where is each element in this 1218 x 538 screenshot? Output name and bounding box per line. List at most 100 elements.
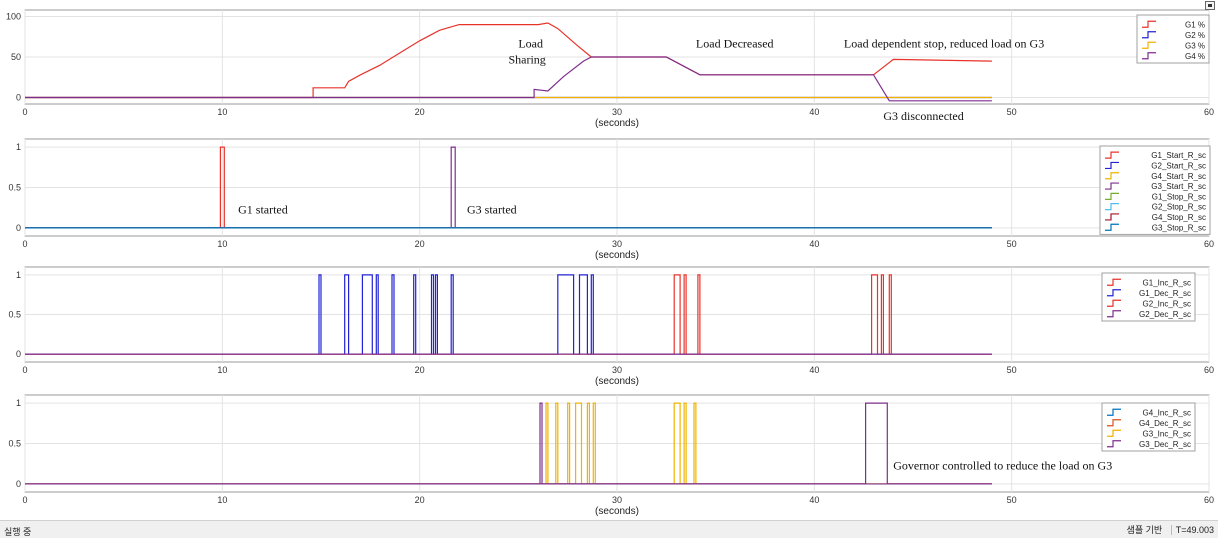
legend-swatch <box>1105 182 1119 190</box>
legend-label: G4 % <box>1185 52 1205 61</box>
annotation-text: Load <box>518 36 543 50</box>
annotation-text: G3 disconnected <box>883 109 963 123</box>
x-tick-label: 10 <box>217 239 227 249</box>
legend-swatch <box>1107 299 1121 307</box>
legend-swatch <box>1142 41 1156 49</box>
legend-label: G3_Dec_R_sc <box>1139 440 1191 449</box>
plot-2: 0 10 20 30 40 50 60 0 0.5 1 (seconds) G1_Start_R_sc… <box>8 138 1214 261</box>
legend-label: G4_Inc_R_sc <box>1143 408 1191 417</box>
x-tick-label: 0 <box>22 107 27 117</box>
legend-swatch <box>1107 289 1121 297</box>
x-tick-label: 20 <box>415 365 425 375</box>
x-axis-label: (seconds) <box>595 506 639 517</box>
sample-mode-label: 샘플 기반 <box>1126 525 1163 535</box>
x-tick-label: 50 <box>1007 365 1017 375</box>
x-tick-label: 40 <box>809 107 819 117</box>
legend-label: G3_Stop_R_sc <box>1152 223 1206 232</box>
x-tick-label: 30 <box>612 107 622 117</box>
status-right: 샘플 기반 T=49.003 <box>1127 523 1214 536</box>
y-tick-label: 0.5 <box>8 183 21 193</box>
x-tick-label: 0 <box>22 495 27 505</box>
plot-1: 0 10 20 30 40 50 60 0 50 100 (seconds) G1 % G2 %G3 %… <box>6 9 1214 129</box>
legend-label: G1_Start_R_sc <box>1151 151 1206 160</box>
x-tick-label: 0 <box>22 365 27 375</box>
annotation-text: G1 started <box>238 202 288 216</box>
x-tick-label: 30 <box>612 365 622 375</box>
legend-swatch <box>1107 408 1121 416</box>
x-axis-label: (seconds) <box>595 118 639 129</box>
legend-label: G2_Start_R_sc <box>1151 161 1206 170</box>
legend-swatch <box>1107 440 1121 448</box>
x-tick-label: 0 <box>22 239 27 249</box>
y-tick-label: 0 <box>16 223 21 233</box>
status-bar: 실행 중 샘플 기반 T=49.003 <box>0 520 1218 538</box>
x-tick-label: 20 <box>415 107 425 117</box>
y-tick-label: 1 <box>16 142 21 152</box>
legend-label: G4_Start_R_sc <box>1151 172 1206 181</box>
x-tick-label: 30 <box>612 495 622 505</box>
legend-label: G2_Inc_R_sc <box>1143 299 1191 308</box>
y-tick-label: 0 <box>16 479 21 489</box>
x-tick-label: 60 <box>1204 239 1214 249</box>
x-tick-label: 50 <box>1007 107 1017 117</box>
legend-swatch <box>1107 429 1121 437</box>
x-tick-label: 40 <box>809 239 819 249</box>
x-tick-label: 60 <box>1204 365 1214 375</box>
legend-swatch <box>1105 161 1119 170</box>
x-axis-label: (seconds) <box>595 376 639 387</box>
annotation-text: Sharing <box>508 52 545 66</box>
y-tick-label: 1 <box>16 270 21 280</box>
x-tick-label: 50 <box>1007 495 1017 505</box>
legend-label: G2_Stop_R_sc <box>1152 203 1206 212</box>
x-tick-label: 10 <box>217 107 227 117</box>
plot-3: 0 10 20 30 40 50 60 0 0.5 1 (seconds) G1_Inc_R_sc G1… <box>8 266 1214 387</box>
legend-swatch <box>1107 310 1121 318</box>
time-readout: T=49.003 <box>1170 525 1214 535</box>
x-tick-label: 20 <box>415 495 425 505</box>
legend-label: G3_Start_R_sc <box>1151 182 1206 191</box>
series-line-g4- <box>25 56 992 102</box>
y-tick-label: 0.5 <box>8 310 21 320</box>
y-tick-label: 0 <box>16 349 21 359</box>
legend-swatch <box>1105 213 1119 221</box>
legend-label: G2 % <box>1185 31 1205 40</box>
legend-box <box>1101 272 1196 322</box>
y-tick-label: 0 <box>16 93 21 103</box>
legend-swatch <box>1105 192 1119 200</box>
legend-swatch <box>1107 419 1121 427</box>
legend-swatch <box>1142 52 1156 60</box>
legend-label: G3 % <box>1185 41 1205 50</box>
legend-swatch <box>1105 172 1119 180</box>
x-tick-label: 60 <box>1204 107 1214 117</box>
x-tick-label: 40 <box>809 365 819 375</box>
legend-label: G2_Dec_R_sc <box>1139 310 1191 319</box>
legend-label: G4_Dec_R_sc <box>1139 419 1191 428</box>
annotation-text: Governor controlled to reduce the load o… <box>893 458 1112 472</box>
legend-swatch <box>1105 151 1119 159</box>
legend-label: G4_Stop_R_sc <box>1152 213 1206 222</box>
legend-swatch <box>1107 278 1121 286</box>
x-tick-label: 20 <box>415 239 425 249</box>
x-tick-label: 40 <box>809 495 819 505</box>
x-tick-label: 30 <box>612 239 622 249</box>
legend-box <box>1099 145 1211 235</box>
series-line-g3-inc-r-sc <box>25 402 992 485</box>
legend-label: G3_Inc_R_sc <box>1143 429 1191 438</box>
dock-icon[interactable] <box>1205 1 1215 10</box>
plot-4: 0 10 20 30 40 50 60 0 0.5 1 (seconds) G4_Inc_R_sc G4… <box>8 394 1214 517</box>
y-tick-label: 1 <box>16 398 21 408</box>
legend-label: G1 % <box>1185 20 1205 29</box>
legend-swatch <box>1105 203 1119 211</box>
x-tick-label: 10 <box>217 365 227 375</box>
annotation-text: Load dependent stop, reduced load on G3 <box>844 36 1044 50</box>
legend-label: G1_Dec_R_sc <box>1139 289 1191 298</box>
legend-label: G1_Stop_R_sc <box>1152 192 1206 201</box>
legend-swatch <box>1105 223 1119 231</box>
x-tick-label: 10 <box>217 495 227 505</box>
legend-label: G1_Inc_R_sc <box>1143 278 1191 287</box>
status-text: 실행 중 <box>4 527 32 537</box>
x-axis-label: (seconds) <box>595 250 639 261</box>
y-tick-label: 100 <box>6 11 21 21</box>
annotation-text: Load Decreased <box>696 36 774 50</box>
